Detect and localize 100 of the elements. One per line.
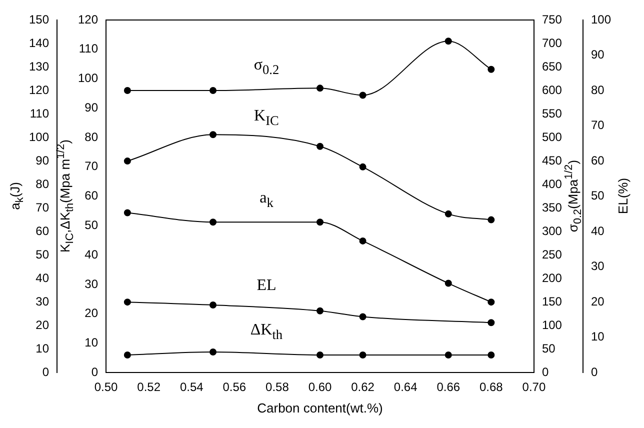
y-tick-label: 100 bbox=[78, 71, 98, 86]
point bbox=[124, 158, 131, 165]
y3-tick-label: 30 bbox=[36, 294, 50, 308]
x-tick-label: 0.50 bbox=[94, 380, 118, 394]
x-tick-label: 0.70 bbox=[522, 380, 546, 394]
point bbox=[124, 298, 131, 306]
text: 0 bbox=[590, 364, 598, 379]
y3-tick-label: 120 bbox=[28, 82, 50, 97]
point bbox=[316, 218, 324, 226]
point bbox=[124, 351, 131, 358]
y-tick-label: 50 bbox=[84, 218, 98, 232]
y2-tick-label: 50 bbox=[542, 341, 556, 356]
y-tick-label: 120 bbox=[78, 12, 98, 26]
point bbox=[316, 84, 324, 92]
y-tick-label: 80 bbox=[84, 130, 98, 144]
point bbox=[359, 163, 366, 170]
point bbox=[316, 351, 324, 358]
x-tick-label: 0.62 bbox=[351, 380, 375, 394]
point bbox=[444, 351, 452, 358]
y2-tick-label: 250 bbox=[542, 247, 562, 262]
y2-tick-label: 450 bbox=[542, 153, 562, 168]
y2-tick-label: 100 bbox=[542, 318, 562, 332]
text: 50 bbox=[590, 188, 605, 203]
y-tick-label: 20 bbox=[84, 306, 98, 320]
series-label: σ$_{0.2}$ bbox=[254, 57, 280, 78]
y-tick-label: 90 bbox=[84, 100, 98, 114]
y2-tick-label: 0 bbox=[542, 364, 549, 379]
x-tick-label: 0.54 bbox=[180, 380, 204, 394]
point bbox=[444, 38, 452, 45]
y-tick-label: 60 bbox=[84, 188, 98, 203]
y3-tick-label: 140 bbox=[28, 36, 50, 50]
y-tick-label: 0 bbox=[91, 364, 98, 379]
y2-tick-label: 300 bbox=[542, 224, 562, 238]
series-label: a$_{k}$ bbox=[260, 190, 274, 210]
x-tick-label: 0.68 bbox=[479, 380, 504, 394]
text: 10 bbox=[590, 330, 605, 344]
x-tick-label: 0.56 bbox=[222, 380, 246, 394]
y2-tick-label: 350 bbox=[542, 200, 562, 214]
y2-tick-label: 600 bbox=[542, 82, 562, 97]
point bbox=[316, 142, 324, 150]
text: 20 bbox=[590, 294, 605, 308]
text: 40 bbox=[590, 224, 605, 238]
y2-tick-label: 500 bbox=[542, 130, 562, 144]
point bbox=[359, 92, 366, 99]
point bbox=[210, 131, 217, 138]
y3-tick-label: 50 bbox=[36, 247, 50, 262]
text: 30 bbox=[590, 259, 605, 274]
series-label: K$_{IC}$ bbox=[254, 108, 279, 128]
x-tick-label: 0.66 bbox=[436, 380, 460, 394]
y3-tick-label: 60 bbox=[36, 224, 50, 238]
text: 70 bbox=[590, 118, 605, 132]
point bbox=[444, 280, 452, 287]
point bbox=[359, 237, 366, 244]
y2-tick-label: 400 bbox=[542, 176, 562, 191]
y3-tick-label: 40 bbox=[36, 270, 50, 285]
y3-tick-label: 20 bbox=[36, 318, 50, 332]
point bbox=[488, 216, 495, 224]
text: 60 bbox=[590, 153, 605, 168]
series-label: EL bbox=[256, 276, 276, 294]
point bbox=[124, 87, 131, 94]
y2-tick-label: 700 bbox=[542, 36, 562, 50]
y3-tick-label: 10 bbox=[36, 341, 50, 356]
y3-tick-label: 80 bbox=[36, 176, 50, 191]
y-tick-label: 70 bbox=[84, 159, 98, 174]
y3-tick-label: 110 bbox=[30, 106, 50, 120]
y2-tick-label: 200 bbox=[542, 270, 562, 285]
text: 80 bbox=[590, 82, 605, 97]
point bbox=[210, 218, 217, 226]
y2-tick-label: 150 bbox=[542, 294, 562, 308]
point bbox=[488, 66, 495, 73]
x-tick-label: 0.52 bbox=[137, 380, 161, 394]
y-tick-label: 30 bbox=[84, 276, 98, 291]
point bbox=[488, 319, 495, 326]
y-tick-label: 40 bbox=[84, 247, 98, 262]
x-tick-label: 0.60 bbox=[308, 380, 332, 394]
x-tick-label: 0.58 bbox=[266, 380, 290, 394]
point bbox=[488, 298, 495, 306]
x-tick-label: 0.64 bbox=[394, 380, 418, 394]
point bbox=[359, 313, 366, 320]
point bbox=[210, 348, 217, 356]
point bbox=[488, 351, 495, 358]
text: 90 bbox=[590, 48, 605, 62]
y-tick-label: 10 bbox=[84, 336, 98, 350]
y3-tick-label: 90 bbox=[36, 153, 50, 168]
point bbox=[210, 302, 217, 309]
y2-tick-label: 750 bbox=[542, 12, 562, 26]
point bbox=[124, 209, 131, 216]
point bbox=[359, 351, 366, 358]
y3-tick-label: 70 bbox=[36, 200, 50, 214]
point bbox=[444, 210, 452, 218]
y2-tick-label: 550 bbox=[542, 106, 562, 120]
y-tick-label: 110 bbox=[78, 42, 98, 56]
x-axis-title: Carbon content(wt.%) bbox=[257, 400, 383, 416]
y3-tick-label: 150 bbox=[28, 12, 50, 26]
y3-tick-label: 130 bbox=[28, 59, 50, 74]
text: EL(%) bbox=[616, 178, 630, 214]
series-label: ΔK$_{th}$ bbox=[250, 321, 283, 342]
y3-tick-label: 100 bbox=[28, 130, 50, 144]
point bbox=[210, 87, 217, 94]
y2-tick-label: 650 bbox=[542, 59, 562, 74]
